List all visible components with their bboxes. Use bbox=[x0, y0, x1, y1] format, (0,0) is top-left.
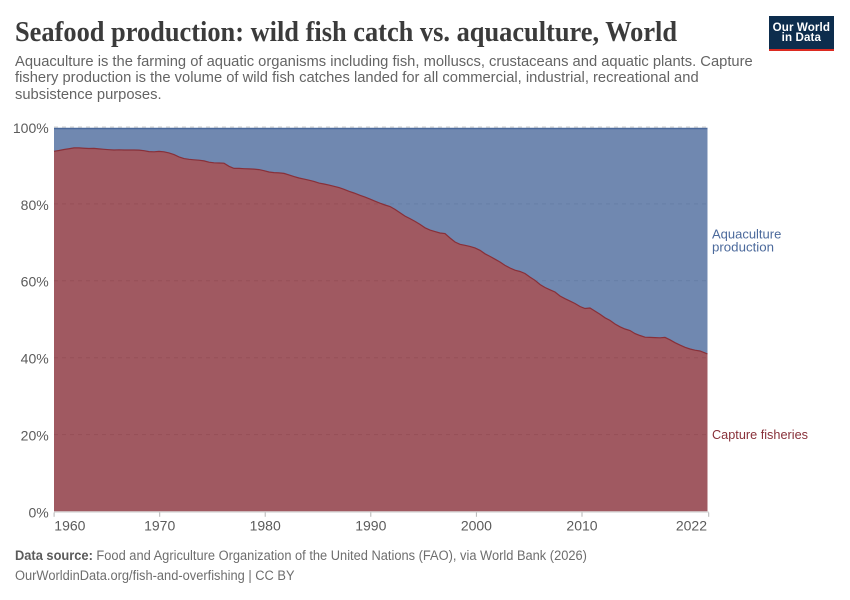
svg-text:60%: 60% bbox=[21, 274, 49, 290]
svg-text:2000: 2000 bbox=[461, 517, 492, 533]
svg-text:1970: 1970 bbox=[144, 517, 175, 533]
svg-text:Aquaculture: Aquaculture bbox=[712, 227, 781, 242]
svg-text:1980: 1980 bbox=[250, 517, 281, 533]
svg-text:80%: 80% bbox=[21, 197, 49, 213]
svg-text:production: production bbox=[712, 240, 774, 255]
svg-text:2010: 2010 bbox=[566, 517, 597, 533]
svg-text:0%: 0% bbox=[28, 504, 48, 520]
svg-text:20%: 20% bbox=[21, 428, 49, 444]
svg-text:1960: 1960 bbox=[54, 517, 85, 533]
svg-text:2022: 2022 bbox=[676, 517, 707, 533]
svg-text:Capture fisheries: Capture fisheries bbox=[712, 427, 808, 442]
svg-text:1990: 1990 bbox=[355, 517, 386, 533]
svg-text:40%: 40% bbox=[21, 351, 49, 367]
svg-text:100%: 100% bbox=[13, 120, 49, 136]
